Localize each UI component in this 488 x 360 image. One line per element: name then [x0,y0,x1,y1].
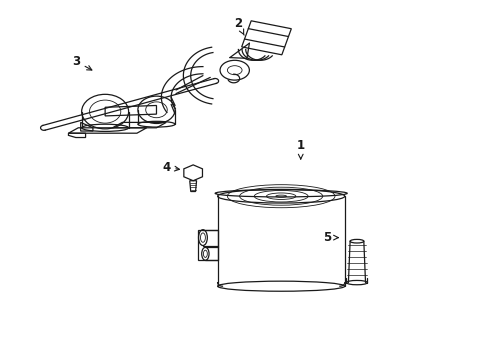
Text: 3: 3 [72,55,92,70]
Text: 2: 2 [234,17,244,35]
Text: 1: 1 [296,139,304,159]
Text: 4: 4 [162,161,179,174]
Text: 5: 5 [323,231,338,244]
